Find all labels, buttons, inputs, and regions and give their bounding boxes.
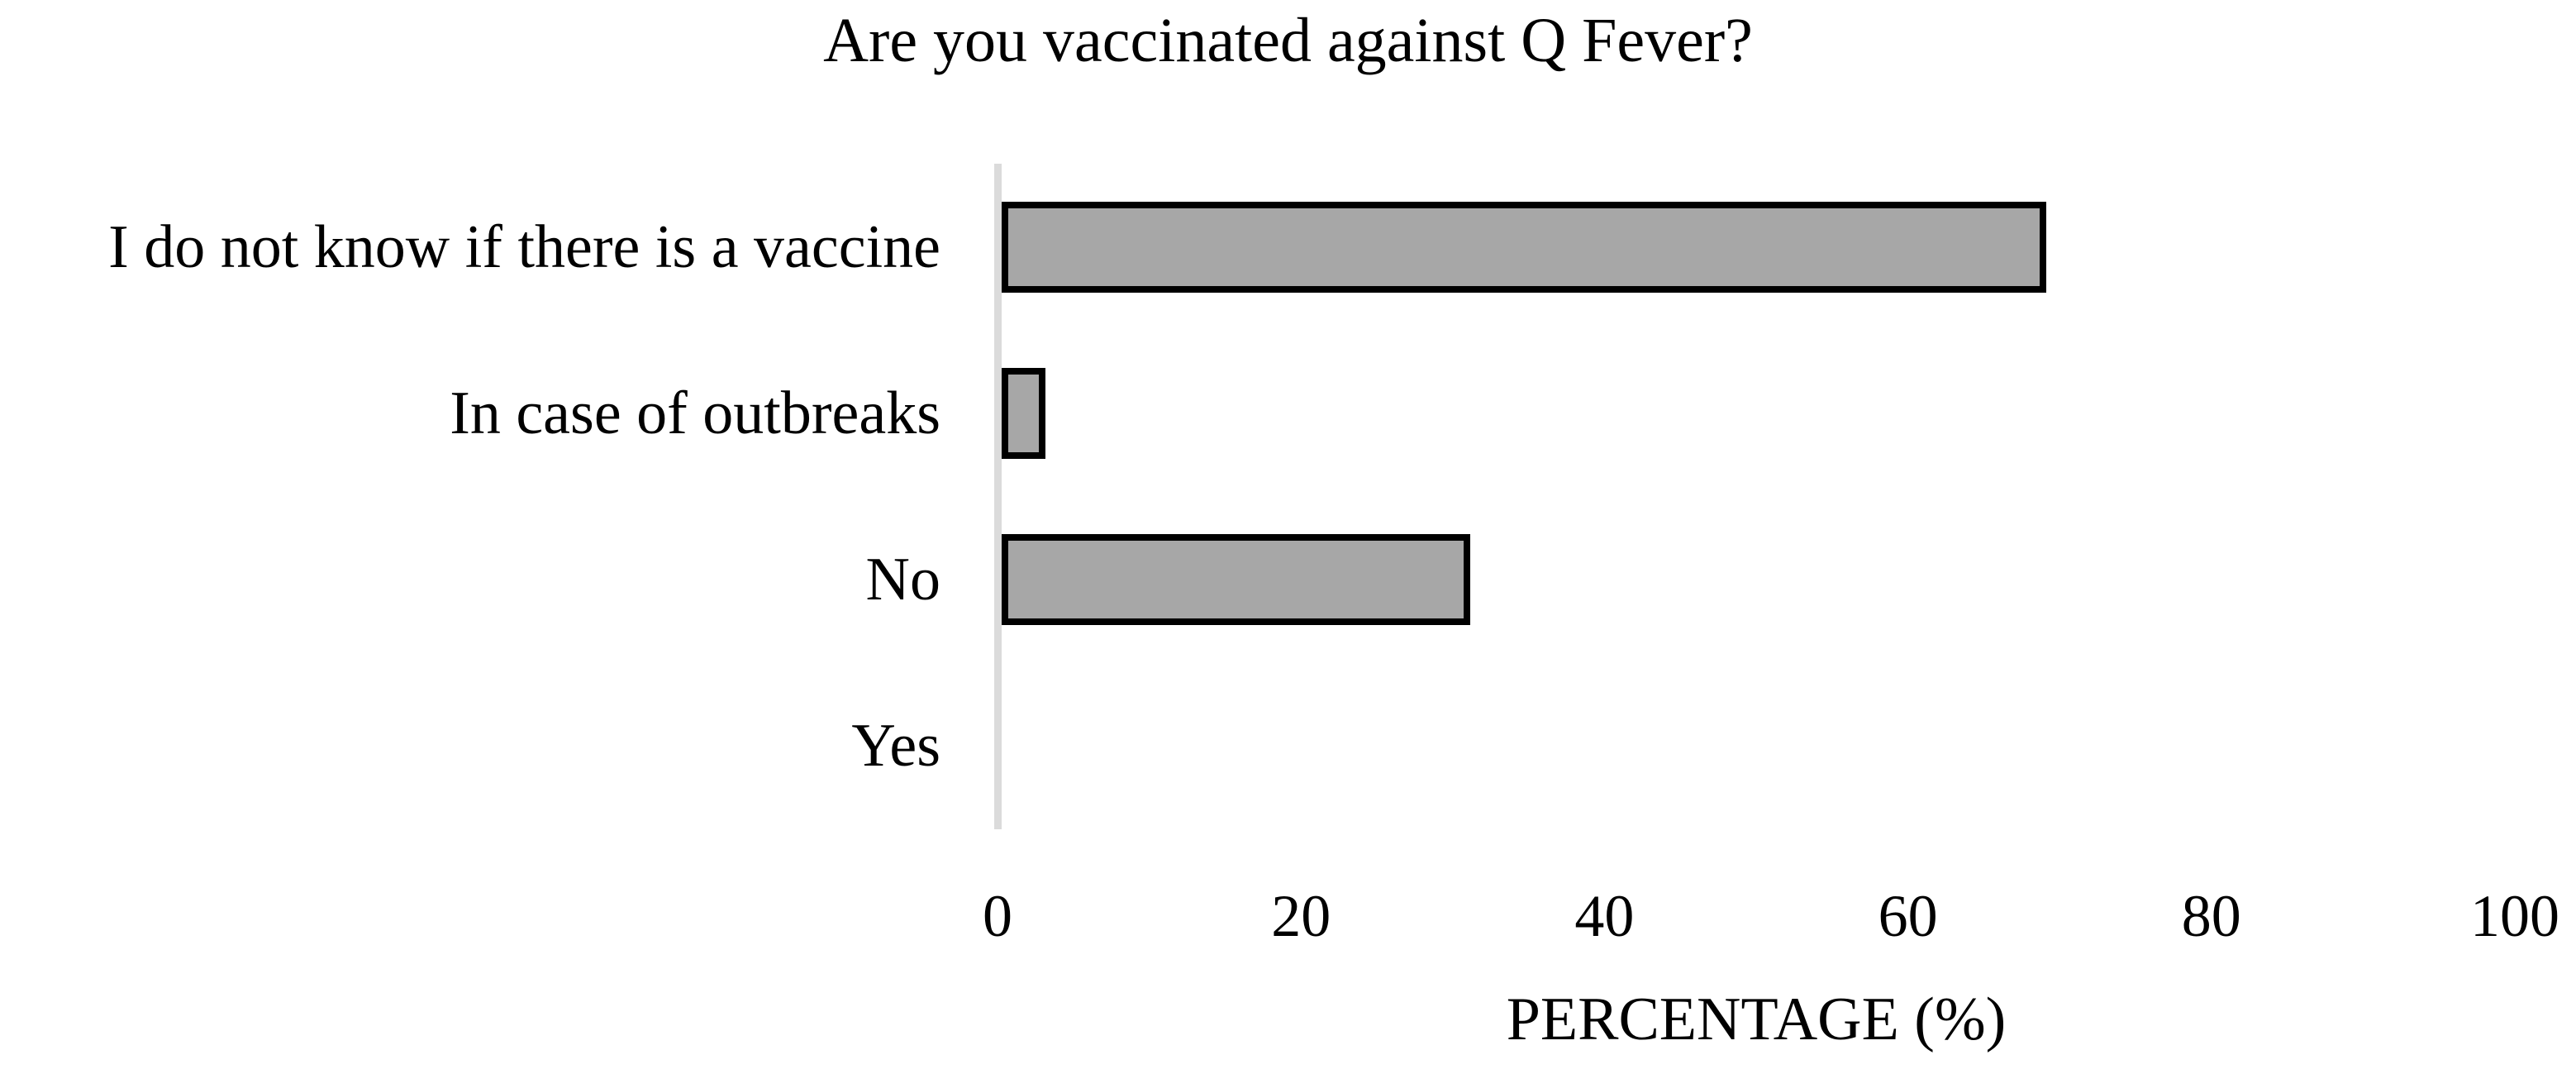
bar-row: Yes — [0, 663, 2576, 829]
category-label: I do not know if there is a vaccine — [108, 212, 940, 281]
category-label: No — [865, 546, 940, 614]
bar-row: I do not know if there is a vaccine — [0, 164, 2576, 330]
category-axis-line — [994, 164, 1002, 829]
bar-track — [998, 497, 2576, 663]
x-tick-label: 60 — [1878, 883, 1938, 949]
x-axis-label: PERCENTAGE (%) — [1506, 986, 2007, 1053]
x-tick-label: 40 — [1574, 883, 1635, 949]
bar — [1002, 534, 1470, 626]
bar-row: No — [0, 497, 2576, 663]
chart-title: Are you vaccinated against Q Fever? — [823, 6, 1753, 75]
x-tick-label: 80 — [2181, 883, 2241, 949]
bar-track — [998, 663, 2576, 829]
category-label: Yes — [851, 712, 940, 780]
bar-rows: I do not know if there is a vaccine In ca… — [0, 164, 2576, 829]
bar — [1002, 367, 1045, 459]
x-tick-label: 0 — [983, 883, 1012, 949]
x-tick-label: 20 — [1271, 883, 1331, 949]
x-tick-label: 100 — [2470, 883, 2559, 949]
bar-track — [998, 164, 2576, 330]
bar — [1002, 201, 2047, 293]
category-label: In case of outbreaks — [450, 379, 940, 447]
bar-row: In case of outbreaks — [0, 330, 2576, 496]
bar-track — [998, 330, 2576, 496]
